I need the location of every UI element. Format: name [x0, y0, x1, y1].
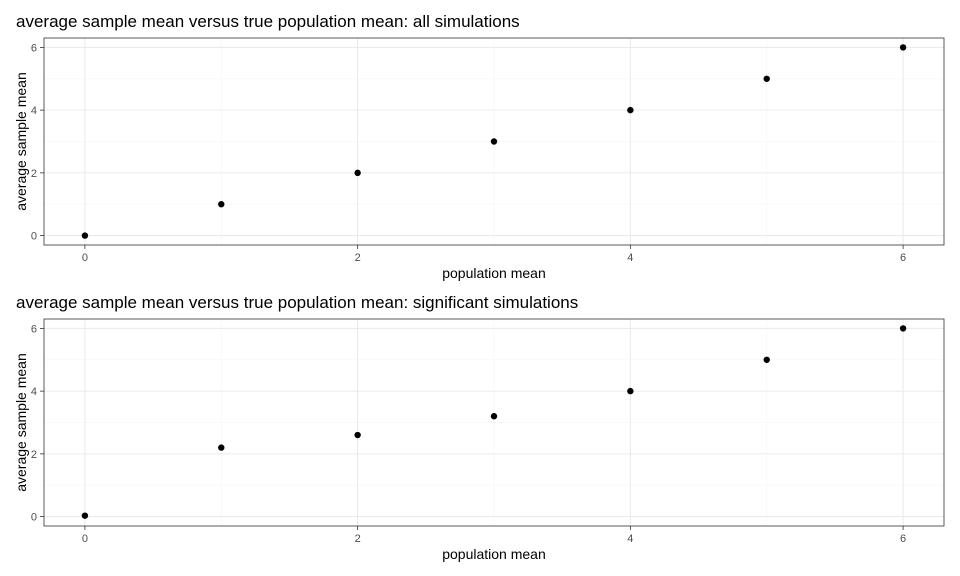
y-tick-label: 4 [31, 386, 37, 398]
y-tick-label: 2 [31, 168, 37, 180]
data-point [899, 44, 907, 51]
x-tick-label: 2 [355, 533, 361, 545]
x-tick-label: 6 [900, 252, 906, 264]
axes: 0 2 4 6 0 2 4 6 [31, 42, 906, 264]
y-tick-label: 4 [31, 105, 37, 117]
data-points [81, 325, 907, 519]
data-point [627, 106, 634, 114]
panel-border [43, 318, 945, 527]
y-axis-title: average sample mean [13, 353, 29, 492]
x-tick-label: 4 [627, 533, 633, 545]
chart-panel-significant-simulations: average sample mean versus true populati… [13, 293, 945, 562]
data-point [763, 75, 770, 82]
y-tick-label: 0 [31, 512, 37, 524]
y-tick-label: 2 [31, 449, 37, 461]
x-axis-title: population mean [442, 265, 546, 281]
chart-panel-all-simulations: average sample mean versus true populati… [13, 12, 945, 281]
data-point [763, 356, 770, 363]
y-tick-label: 6 [31, 323, 37, 335]
x-tick-label: 4 [627, 252, 633, 264]
x-tick-label: 2 [355, 252, 361, 264]
y-axis-title: average sample mean [13, 72, 29, 211]
grid [44, 319, 944, 526]
x-tick-label: 0 [82, 533, 88, 545]
data-point [218, 444, 225, 451]
x-tick-label: 6 [900, 533, 906, 545]
data-points [81, 44, 907, 239]
chart-title: average sample mean versus true populati… [16, 293, 578, 312]
axes: 0 2 4 6 0 2 4 6 [31, 323, 906, 545]
y-tick-label: 0 [31, 231, 37, 243]
panel-border [43, 37, 945, 246]
x-tick-label: 0 [82, 252, 88, 264]
data-point [81, 512, 89, 519]
x-axis-title: population mean [442, 546, 546, 562]
data-point [81, 232, 89, 239]
data-point [354, 431, 361, 439]
data-point [899, 325, 907, 332]
chart-title: average sample mean versus true populati… [16, 12, 520, 31]
data-point [354, 169, 361, 177]
data-point [490, 138, 498, 145]
data-point [627, 387, 634, 395]
data-point [218, 201, 225, 208]
y-tick-label: 6 [31, 42, 37, 54]
data-point [490, 413, 498, 420]
